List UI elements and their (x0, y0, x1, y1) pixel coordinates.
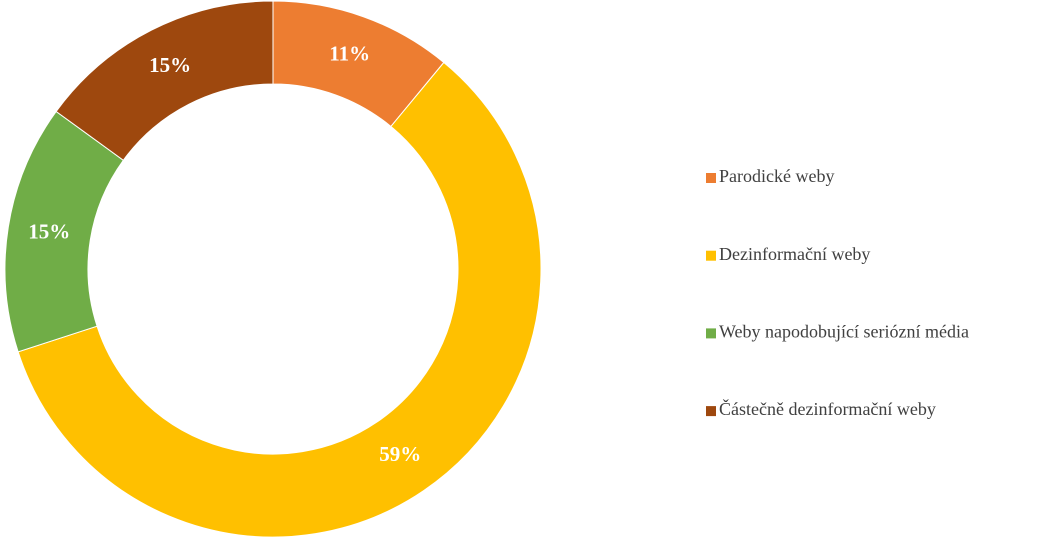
legend-swatch (706, 173, 716, 183)
data-label: 15% (149, 53, 191, 77)
legend-swatch (706, 328, 716, 339)
data-label: 59% (379, 442, 421, 466)
donut-slice (55, 0, 274, 161)
legend-swatch (706, 250, 716, 261)
legend-label: Weby napodobující seriózní média (719, 322, 969, 342)
legend-label: Dezinformační weby (719, 244, 870, 264)
legend-swatch (706, 406, 716, 417)
donut-slice (17, 61, 542, 538)
data-label: 15% (28, 219, 70, 243)
legend-label: Částečně dezinformační weby (719, 398, 936, 419)
legend-label: Parodické weby (719, 166, 834, 186)
data-label: 11% (329, 42, 370, 66)
